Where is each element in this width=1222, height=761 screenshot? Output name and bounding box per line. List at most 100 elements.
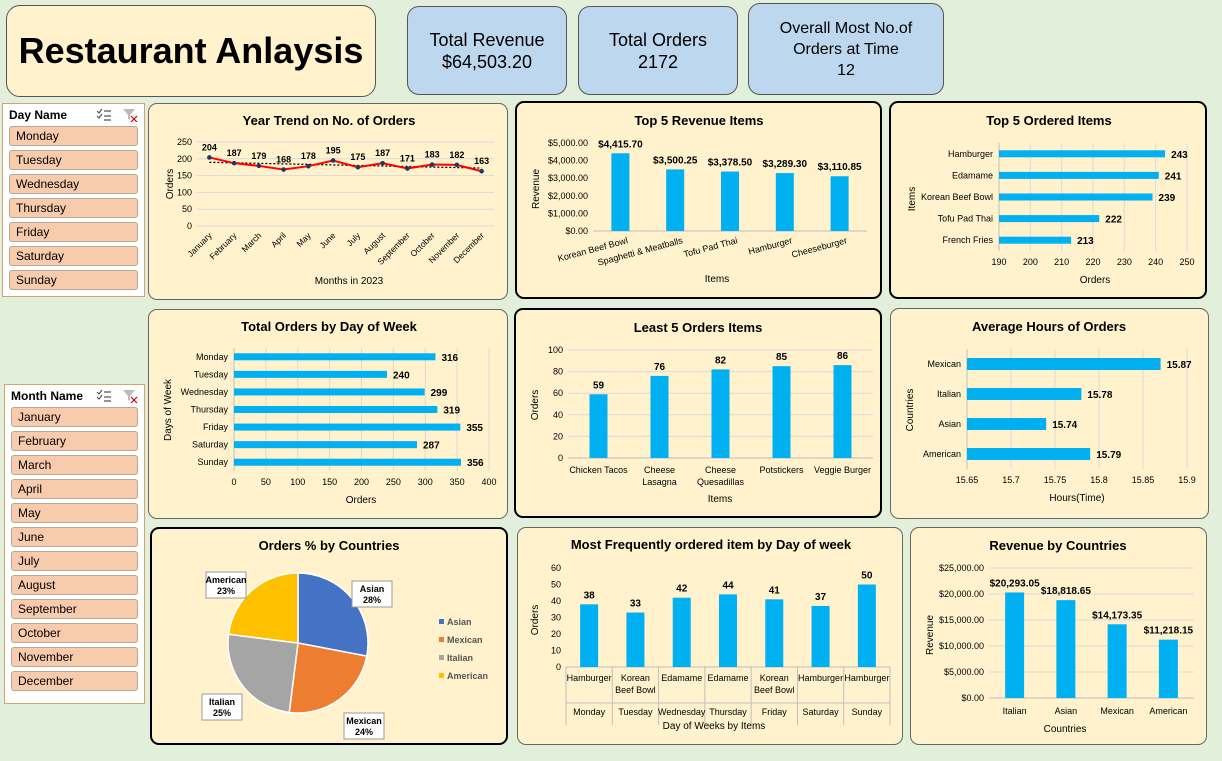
data-label: 182 xyxy=(449,150,464,160)
day-name-slicer: Day Name Monday Tuesday Wednesday Thursday F… xyxy=(2,103,145,297)
y-tick-label: 0 xyxy=(556,662,561,672)
avg-hours-chart: Average Hours of Orders 15.65 15.7 15.75 15.… xyxy=(905,319,1196,504)
multi-select-icon[interactable] xyxy=(96,108,112,122)
x-tick-label: June xyxy=(317,230,337,250)
kpi-orders-value: 2172 xyxy=(637,51,679,72)
data-label: 319 xyxy=(443,406,460,417)
clear-filter-icon[interactable] xyxy=(122,108,138,122)
x-tick-label: Beef Bowl xyxy=(754,685,795,695)
bar xyxy=(580,604,599,667)
x-tick-label: Asian xyxy=(1055,706,1078,716)
bar xyxy=(857,584,876,667)
data-label: $3,289.30 xyxy=(763,159,808,170)
top-revenue-chart: Top 5 Revenue Items $0.00 $1,000.00 $2,000.… xyxy=(531,113,867,285)
day-slicer-item-thursday[interactable]: Thursday xyxy=(9,198,138,218)
data-label: 183 xyxy=(425,150,440,160)
day-slicer-item-sunday[interactable]: Sunday xyxy=(9,270,138,290)
category-label: Korean Beef Bowl xyxy=(921,192,993,202)
y-tick-label: 10 xyxy=(551,646,561,656)
data-label: 287 xyxy=(423,441,440,452)
x-tick-label: May xyxy=(294,230,313,249)
x-tick-label: 250 xyxy=(386,477,401,487)
month-slicer-item-november[interactable]: November xyxy=(11,647,138,667)
month-slicer-item-september[interactable]: September xyxy=(11,599,138,619)
bar xyxy=(999,171,1159,179)
x-tick-label: Korean xyxy=(760,673,789,683)
category-label: Asian xyxy=(938,419,961,429)
day-slicer-item-friday[interactable]: Friday xyxy=(9,222,138,242)
kpi-total-revenue: Total Revenue $64,503.20 xyxy=(407,6,567,95)
month-slicer-item-february[interactable]: February xyxy=(11,431,138,451)
category-label: Monday xyxy=(196,352,229,362)
y-tick-label: 100 xyxy=(177,187,192,197)
bar xyxy=(1107,624,1127,698)
y-tick-label: $5,000.00 xyxy=(548,138,588,148)
bar xyxy=(721,171,739,231)
month-slicer-item-august[interactable]: August xyxy=(11,575,138,595)
chart-title: Orders % by Countries xyxy=(259,538,400,553)
month-slicer-item-january[interactable]: January xyxy=(11,407,138,427)
data-label: 240 xyxy=(393,370,410,381)
bar xyxy=(830,176,849,231)
country-pct-chart: Orders % by CountriesAsian28%AsianMexica… xyxy=(201,538,488,740)
month-slicer-item-march[interactable]: March xyxy=(11,455,138,475)
multi-select-icon[interactable] xyxy=(96,389,112,403)
x-tick-label: 210 xyxy=(1054,257,1069,267)
bar xyxy=(234,353,436,361)
x-tick-label: Tofu Pad Thai xyxy=(682,235,738,259)
data-label: 355 xyxy=(466,423,483,434)
x-tick-label: Cheeseburger xyxy=(790,235,848,259)
year-trend-chart: Year Trend on No. of Orders 0 50 100 150 200 2… xyxy=(165,113,494,287)
day-slicer-item-monday[interactable]: Monday xyxy=(9,126,138,146)
y-tick-label: 60 xyxy=(551,563,561,573)
y-tick-label: $0.00 xyxy=(961,693,984,703)
data-point xyxy=(479,168,484,174)
category-label: Italian xyxy=(937,389,961,399)
freq-item-day-chart: Most Frequently ordered item by Day of w… xyxy=(530,537,891,732)
data-label-name: Asian xyxy=(360,584,385,594)
x-tick-label: 400 xyxy=(481,477,496,487)
data-label-name: Mexican xyxy=(346,716,382,726)
x-tick-label: 15.85 xyxy=(1132,475,1155,485)
x-tick-label: Hamburger xyxy=(844,673,889,683)
bar xyxy=(967,358,1161,370)
x-tick-label: Hamburger xyxy=(747,235,793,256)
month-slicer-item-april[interactable]: April xyxy=(11,479,138,499)
chart-title: Most Frequently ordered item by Day of w… xyxy=(571,537,852,552)
bar xyxy=(672,597,691,667)
data-point xyxy=(405,166,410,171)
y-tick-label: 30 xyxy=(551,613,561,623)
x-tick-label: 15.65 xyxy=(956,475,979,485)
data-label: 15.79 xyxy=(1096,450,1121,461)
bar xyxy=(967,448,1091,460)
data-label: $11,218.15 xyxy=(1144,626,1194,637)
y-axis-title: Revenue xyxy=(925,615,936,655)
month-slicer-item-may[interactable]: May xyxy=(11,503,138,523)
x-axis-title: Day of Weeks by Items xyxy=(663,721,766,732)
least-orders-chart: Least 5 Orders Items 0 20 40 60 80 100 59 76 82 85… xyxy=(530,320,873,505)
month-slicer-item-october[interactable]: October xyxy=(11,623,138,643)
data-label-box xyxy=(205,571,247,599)
month-slicer-item-december[interactable]: December xyxy=(11,671,138,691)
avg-hours-panel: Average Hours of Orders 15.65 15.7 15.75 15.… xyxy=(890,308,1209,519)
data-label: 222 xyxy=(1105,215,1122,226)
day-slicer-item-wednesday[interactable]: Wednesday xyxy=(9,174,138,194)
clear-filter-icon[interactable] xyxy=(122,389,138,403)
month-slicer-item-june[interactable]: June xyxy=(11,527,138,547)
x-group-label: Monday xyxy=(573,707,606,717)
data-label: 213 xyxy=(1077,236,1094,247)
data-label: 37 xyxy=(815,592,827,603)
y-axis-title: Items xyxy=(907,187,918,211)
x-tick-label: April xyxy=(269,230,288,249)
y-tick-label: 100 xyxy=(548,345,563,355)
data-label-value: 28% xyxy=(363,595,381,605)
data-label: 356 xyxy=(467,458,484,469)
data-label: 316 xyxy=(441,353,458,364)
category-label: Tofu Pad Thai xyxy=(938,214,993,224)
x-group-label: Saturday xyxy=(803,707,840,717)
month-slicer-item-july[interactable]: July xyxy=(11,551,138,571)
chart-title: Top 5 Revenue Items xyxy=(634,113,763,128)
country-pct-panel: Orders % by Countries Asian 28% Asian Mexica… xyxy=(150,527,508,745)
day-slicer-item-saturday[interactable]: Saturday xyxy=(9,246,138,266)
day-slicer-item-tuesday[interactable]: Tuesday xyxy=(9,150,138,170)
